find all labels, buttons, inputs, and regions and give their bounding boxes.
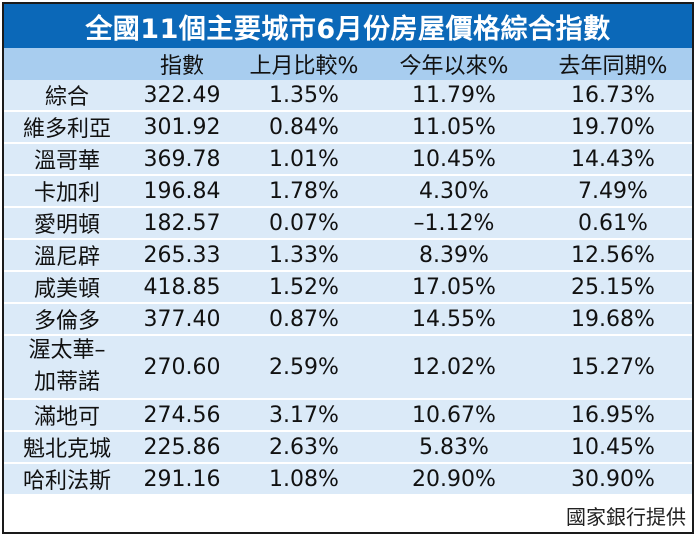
table-row: 溫尼辟 265.33 1.33% 8.39% 12.56% <box>4 240 692 272</box>
yoy-cell: 14.43% <box>571 146 655 172</box>
table-row: 魁北克城 225.86 2.63% 5.83% 10.45% <box>4 432 692 464</box>
yoy-cell: 25.15% <box>571 274 655 300</box>
ytd-cell: –1.12% <box>413 210 495 236</box>
index-cell: 377.40 <box>143 306 221 332</box>
header-index: 指數 <box>159 54 204 79</box>
index-cell: 182.57 <box>143 210 221 236</box>
yoy-cell: 30.90% <box>571 466 655 492</box>
mom-cell: 1.01% <box>269 146 339 172</box>
ytd-cell: 20.90% <box>412 466 496 492</box>
city-cell: 多倫多 <box>33 309 100 334</box>
mom-cell: 1.33% <box>269 242 339 268</box>
mom-cell: 1.35% <box>269 82 339 108</box>
mom-cell: 0.84% <box>269 114 339 140</box>
table-row: 維多利亞 301.92 0.84% 11.05% 19.70% <box>4 112 692 144</box>
city-cell: 哈利法斯 <box>22 469 111 494</box>
index-cell: 265.33 <box>143 242 221 268</box>
ytd-cell: 4.30% <box>419 178 489 204</box>
yoy-cell: 12.56% <box>571 242 655 268</box>
mom-cell: 1.52% <box>269 274 339 300</box>
city-cell: 渥太華– 加蒂諾 <box>4 336 130 398</box>
index-cell: 196.84 <box>143 178 221 204</box>
source-credit: 國家銀行提供 <box>566 505 686 529</box>
header-yoy: 去年同期% <box>558 54 668 79</box>
table-row: 愛明頓 182.57 0.07% –1.12% 0.61% <box>4 208 692 240</box>
table-row: 渥太華– 加蒂諾 270.60 2.59% 12.02% 15.27% <box>4 336 692 400</box>
table-row: 多倫多 377.40 0.87% 14.55% 19.68% <box>4 304 692 336</box>
city-cell: 溫哥華 <box>33 149 100 174</box>
table-header-row: 指數 上月比較% 今年以來% 去年同期% <box>4 48 692 80</box>
header-mom: 上月比較% <box>249 54 359 79</box>
ytd-cell: 8.39% <box>419 242 489 268</box>
yoy-cell: 19.70% <box>571 114 655 140</box>
header-city <box>4 48 130 80</box>
ytd-cell: 12.02% <box>412 354 496 380</box>
mom-cell: 1.78% <box>269 178 339 204</box>
yoy-cell: 16.73% <box>571 82 655 108</box>
city-name-line-1: 渥太華– <box>28 338 106 363</box>
yoy-cell: 16.95% <box>571 402 655 428</box>
mom-cell: 0.87% <box>269 306 339 332</box>
table-title: 全國11個主要城市6月份房屋價格綜合指數 <box>4 4 692 48</box>
ytd-cell: 11.79% <box>412 82 496 108</box>
mom-cell: 1.08% <box>269 466 339 492</box>
city-cell: 卡加利 <box>33 181 100 206</box>
index-cell: 270.60 <box>143 354 221 380</box>
index-cell: 418.85 <box>143 274 221 300</box>
table-row: 卡加利 196.84 1.78% 4.30% 7.49% <box>4 176 692 208</box>
mom-cell: 0.07% <box>269 210 339 236</box>
city-cell: 魁北克城 <box>22 437 111 462</box>
city-cell: 溫尼辟 <box>33 245 100 270</box>
mom-cell: 2.63% <box>269 434 339 460</box>
table-row: 綜合 322.49 1.35% 11.79% 16.73% <box>4 80 692 112</box>
index-cell: 291.16 <box>143 466 221 492</box>
city-cell: 咸美頓 <box>33 277 100 302</box>
yoy-cell: 0.61% <box>578 210 648 236</box>
city-cell: 維多利亞 <box>22 117 111 142</box>
city-name-line-2: 加蒂諾 <box>33 370 100 395</box>
mom-cell: 2.59% <box>269 354 339 380</box>
ytd-cell: 10.67% <box>412 402 496 428</box>
index-cell: 322.49 <box>143 82 221 108</box>
ytd-cell: 5.83% <box>419 434 489 460</box>
table-row: 滿地可 274.56 3.17% 10.67% 16.95% <box>4 400 692 432</box>
table-row: 溫哥華 369.78 1.01% 10.45% 14.43% <box>4 144 692 176</box>
index-cell: 369.78 <box>143 146 221 172</box>
table-row: 哈利法斯 291.16 1.08% 20.90% 30.90% <box>4 464 692 496</box>
yoy-cell: 15.27% <box>571 354 655 380</box>
city-cell: 滿地可 <box>33 405 100 430</box>
ytd-cell: 11.05% <box>412 114 496 140</box>
city-cell: 綜合 <box>44 85 89 110</box>
yoy-cell: 7.49% <box>578 178 648 204</box>
ytd-cell: 14.55% <box>412 306 496 332</box>
index-cell: 225.86 <box>143 434 221 460</box>
yoy-cell: 19.68% <box>571 306 655 332</box>
yoy-cell: 10.45% <box>571 434 655 460</box>
city-cell: 愛明頓 <box>33 213 100 238</box>
index-cell: 274.56 <box>143 402 221 428</box>
table-row: 咸美頓 418.85 1.52% 17.05% 25.15% <box>4 272 692 304</box>
ytd-cell: 10.45% <box>412 146 496 172</box>
index-cell: 301.92 <box>143 114 221 140</box>
header-ytd: 今年以來% <box>399 54 509 79</box>
mom-cell: 3.17% <box>269 402 339 428</box>
ytd-cell: 17.05% <box>412 274 496 300</box>
